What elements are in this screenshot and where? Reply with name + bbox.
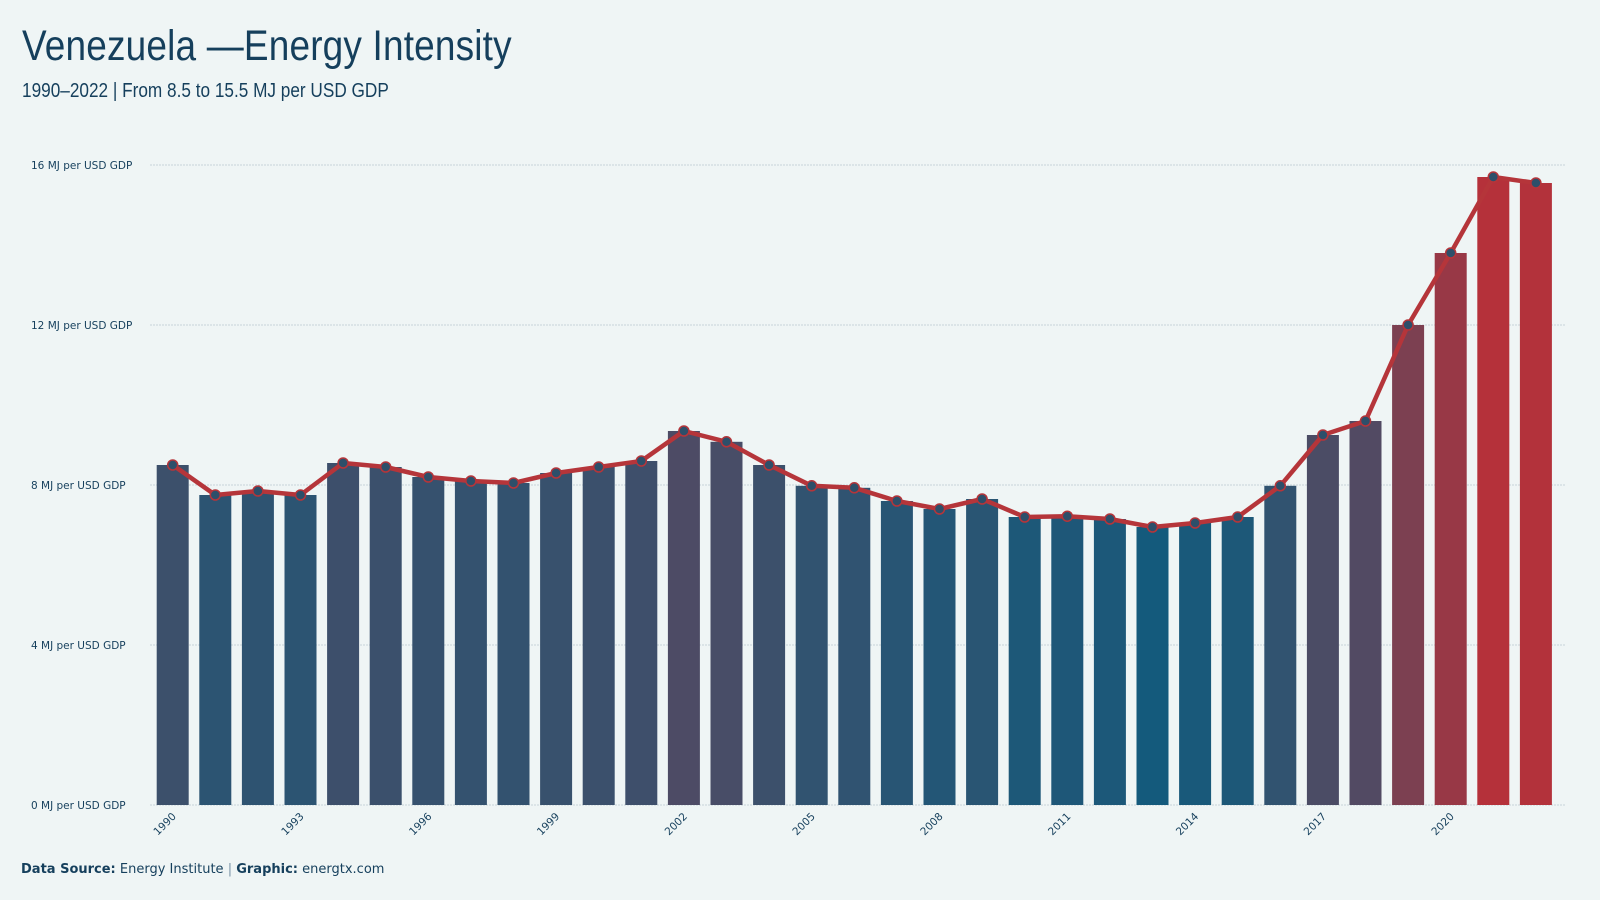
point-2009	[976, 493, 988, 505]
chart-title: Venezuela —Energy Intensity	[22, 22, 512, 70]
bar-1994	[327, 463, 360, 805]
point-2014	[1189, 517, 1201, 529]
y-tick-label: 0 MJ per USD GDP	[31, 800, 126, 812]
y-tick-label: 12 MJ per USD GDP	[31, 320, 132, 332]
x-tick-label: 2008	[918, 811, 945, 838]
point-2017	[1317, 429, 1329, 441]
bar-2008	[923, 509, 956, 805]
chart-subtitle: 1990–2022 | From 8.5 to 15.5 MJ per USD …	[22, 80, 389, 102]
point-1992	[252, 485, 264, 497]
point-1994	[337, 457, 349, 469]
point-2004	[763, 459, 775, 471]
point-1996	[422, 471, 435, 483]
y-tick-label: 8 MJ per USD GDP	[31, 480, 126, 492]
x-tick-label: 2002	[663, 811, 690, 838]
bar-2021	[1477, 177, 1510, 805]
y-tick-label: 16 MJ per USD GDP	[31, 160, 132, 172]
bar-2000	[582, 467, 615, 805]
bar-2006	[838, 487, 871, 805]
point-1998	[507, 477, 520, 489]
bar-1991	[199, 495, 232, 805]
point-1997	[465, 475, 477, 487]
x-tick-label: 2017	[1302, 811, 1329, 838]
point-1991	[209, 489, 222, 501]
bar-2016	[1264, 485, 1297, 805]
x-tick-label: 2020	[1429, 811, 1456, 838]
source-value: Energy Institute	[119, 862, 224, 877]
bar-1998	[497, 483, 530, 805]
x-tick-label: 2014	[1174, 810, 1202, 838]
y-tick-label: 4 MJ per USD GDP	[31, 640, 126, 652]
point-2012	[1104, 513, 1116, 525]
point-2019	[1402, 319, 1414, 331]
bar-1992	[241, 491, 274, 805]
point-2000	[592, 461, 605, 473]
bar-2012	[1093, 519, 1126, 805]
bar-1995	[369, 467, 402, 805]
point-2007	[891, 495, 903, 507]
bar-1997	[454, 481, 487, 805]
point-2006	[848, 482, 861, 494]
point-2003	[720, 436, 733, 448]
point-2015	[1231, 511, 1244, 523]
bar-2009	[966, 499, 999, 805]
bar-1993	[284, 495, 317, 805]
bar-2004	[753, 465, 786, 805]
bars	[156, 177, 1552, 805]
bar-2001	[625, 461, 658, 805]
x-tick-label: 2005	[790, 811, 817, 838]
bar-2020	[1434, 253, 1467, 805]
point-2011	[1061, 510, 1074, 522]
point-1999	[550, 467, 562, 479]
point-1995	[379, 461, 392, 473]
bar-1990	[156, 465, 189, 805]
footer-separator: |	[227, 862, 233, 877]
bar-2002	[667, 431, 700, 805]
point-2008	[933, 503, 946, 515]
bar-2010	[1008, 517, 1041, 805]
bar-2018	[1349, 421, 1382, 805]
x-tick-label: 1996	[407, 810, 435, 838]
y-axis-labels: 0 MJ per USD GDP 4 MJ per USD GDP 8 MJ per…	[31, 160, 132, 812]
bar-2015	[1221, 517, 1254, 805]
bar-2014	[1179, 523, 1212, 805]
graphic-label: Graphic:	[236, 862, 298, 877]
bar-2017	[1306, 435, 1339, 805]
point-2021	[1487, 171, 1500, 183]
point-2010	[1018, 511, 1031, 523]
point-2018	[1359, 415, 1372, 427]
point-1993	[294, 489, 307, 501]
graphic-value: energtx.com	[302, 862, 385, 877]
x-tick-label: 1990	[151, 811, 178, 838]
bar-2013	[1136, 527, 1169, 805]
point-2020	[1444, 247, 1457, 259]
x-tick-label: 1993	[279, 811, 306, 838]
x-tick-label: 2011	[1046, 811, 1073, 838]
bar-1999	[540, 473, 573, 805]
bar-2005	[795, 485, 828, 805]
source-label: Data Source:	[21, 862, 116, 877]
x-tick-label: 1999	[535, 811, 562, 838]
bar-2003	[710, 441, 743, 805]
x-axis-labels: 1990 1993 1996 1999 2002 2005 2008 2011 2014 2017…	[151, 810, 1456, 838]
bar-2019	[1392, 325, 1425, 805]
point-1990	[166, 459, 179, 471]
footer: Data Source: Energy Institute | Graphic:…	[21, 862, 384, 877]
bar-2022	[1519, 183, 1552, 805]
bar-2007	[880, 501, 913, 805]
point-2005	[805, 480, 818, 492]
bar-1996	[412, 477, 445, 805]
point-2022	[1530, 177, 1542, 189]
point-2016	[1274, 480, 1287, 492]
point-2002	[678, 425, 690, 437]
bar-2011	[1051, 516, 1084, 805]
point-2013	[1146, 521, 1159, 533]
point-2001	[635, 455, 648, 467]
trend-points	[166, 171, 1542, 533]
